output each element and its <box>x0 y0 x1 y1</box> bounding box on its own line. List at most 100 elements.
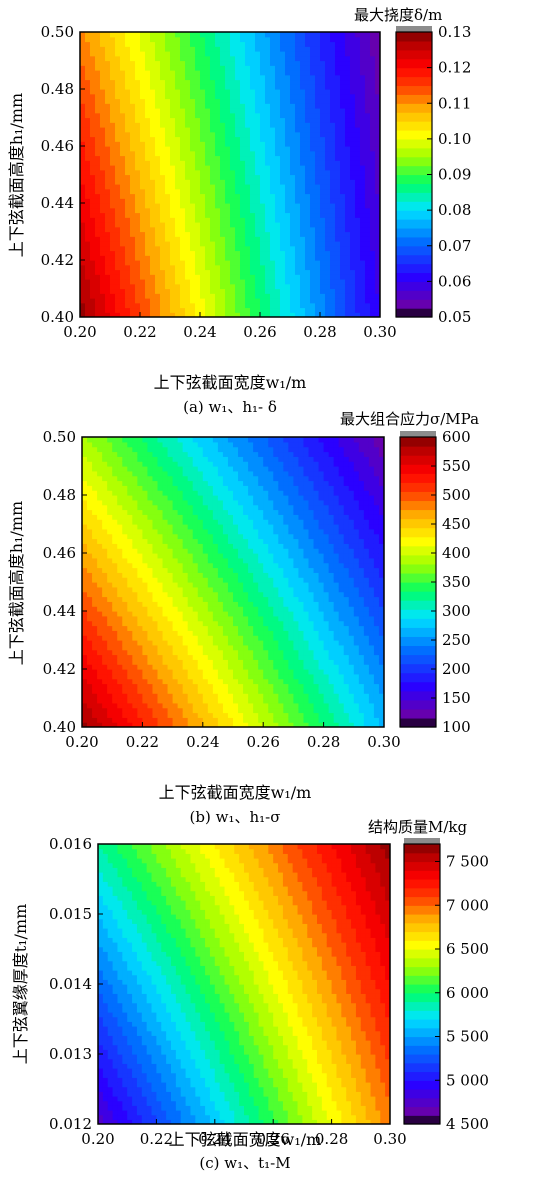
contour-cell <box>240 293 246 299</box>
contour-cell <box>172 611 179 617</box>
contour-cell <box>300 79 306 85</box>
contour-cell <box>270 79 276 85</box>
contour-cell <box>82 495 88 501</box>
contour-cell <box>230 93 236 100</box>
contour-cell <box>190 74 196 81</box>
contour-cell <box>345 241 351 247</box>
contour-cell <box>295 264 301 271</box>
contour-cell <box>215 98 221 104</box>
contour-cell <box>370 160 376 166</box>
contour-cell <box>230 193 236 199</box>
contour-cell <box>127 557 133 564</box>
contour-cell <box>92 456 98 462</box>
contour-cell <box>100 79 106 85</box>
contour-cell <box>160 236 166 242</box>
contour-cell <box>230 288 236 294</box>
contour-cell <box>140 141 146 147</box>
contour-cell <box>125 141 131 147</box>
contour-cell <box>160 245 166 252</box>
contour-cell <box>255 60 261 66</box>
contour-cell <box>170 51 176 57</box>
contour-cell <box>225 203 231 209</box>
contour-cell <box>82 572 88 578</box>
contour-cell <box>115 264 121 271</box>
contour-cell <box>87 567 93 573</box>
contour-cell <box>360 212 366 218</box>
contour-cell <box>170 264 176 271</box>
contour-cell <box>350 55 356 62</box>
contour-cell <box>330 103 336 109</box>
contour-cell <box>187 548 194 554</box>
contour-cell <box>200 207 206 214</box>
contour-cell <box>350 226 356 233</box>
contour-cell <box>147 504 154 511</box>
contour-cell <box>230 131 236 138</box>
contour-cell <box>125 174 131 180</box>
contour-cell <box>155 307 161 313</box>
contour-cell <box>270 274 276 280</box>
contour-cell <box>340 131 346 138</box>
contour-cell <box>125 193 131 199</box>
contour-cell <box>120 74 126 81</box>
contour-cell <box>97 582 103 588</box>
contour-cell <box>255 217 261 223</box>
contour-cell <box>127 485 133 491</box>
contour-cell <box>150 55 156 62</box>
contour-cell <box>130 312 136 317</box>
contour-cell <box>205 117 211 123</box>
contour-cell <box>175 236 181 242</box>
contour-cell <box>117 519 123 525</box>
contour-cell <box>320 108 326 114</box>
contour-cell <box>270 41 276 47</box>
contour-cell <box>235 274 241 280</box>
contour-cell <box>215 169 221 176</box>
contour-cell <box>325 274 331 280</box>
contour-cell <box>182 654 189 660</box>
contour-cell <box>125 70 131 76</box>
contour-cell <box>360 131 366 138</box>
contour-cell <box>82 707 88 714</box>
contour-cell <box>195 74 201 81</box>
contour-cell <box>122 606 128 612</box>
contour-cell <box>167 543 174 549</box>
colorbar-segment <box>396 308 432 318</box>
contour-cell <box>370 274 376 280</box>
contour-cell <box>165 269 171 275</box>
contour-cell <box>130 60 136 66</box>
contour-cell <box>135 179 141 185</box>
contour-cell <box>350 103 356 109</box>
contour-cell <box>177 446 184 453</box>
contour-cell <box>370 74 376 81</box>
contour-cell <box>162 470 169 477</box>
contour-cell <box>335 36 341 43</box>
contour-cell <box>305 93 311 100</box>
contour-cell <box>355 165 361 171</box>
contour-cell <box>145 84 151 90</box>
contour-cell <box>300 174 306 180</box>
contour-cell <box>340 89 346 95</box>
contour-cell <box>127 553 133 559</box>
contour-cell <box>200 74 206 81</box>
contour-cell <box>140 207 146 214</box>
contour-cell <box>370 98 376 104</box>
contour-cell <box>155 55 161 62</box>
contour-cell <box>80 198 86 204</box>
contour-cell <box>152 437 159 443</box>
contour-cell <box>240 65 246 71</box>
contour-cell <box>167 678 174 685</box>
contour-cell <box>155 198 161 204</box>
contour-cell <box>310 70 316 76</box>
contour-cell <box>187 640 194 646</box>
contour-cell <box>85 255 91 261</box>
contour-cell <box>85 136 91 142</box>
contour-cell <box>152 702 159 709</box>
contour-cell <box>150 212 156 218</box>
contour-cell <box>280 74 286 81</box>
contour-cell <box>140 122 146 128</box>
contour-cell <box>147 456 154 462</box>
contour-cell <box>187 693 194 699</box>
contour-cell <box>172 707 179 714</box>
contour-cell <box>135 32 141 38</box>
contour-cell <box>245 117 251 123</box>
contour-cell <box>360 98 366 104</box>
